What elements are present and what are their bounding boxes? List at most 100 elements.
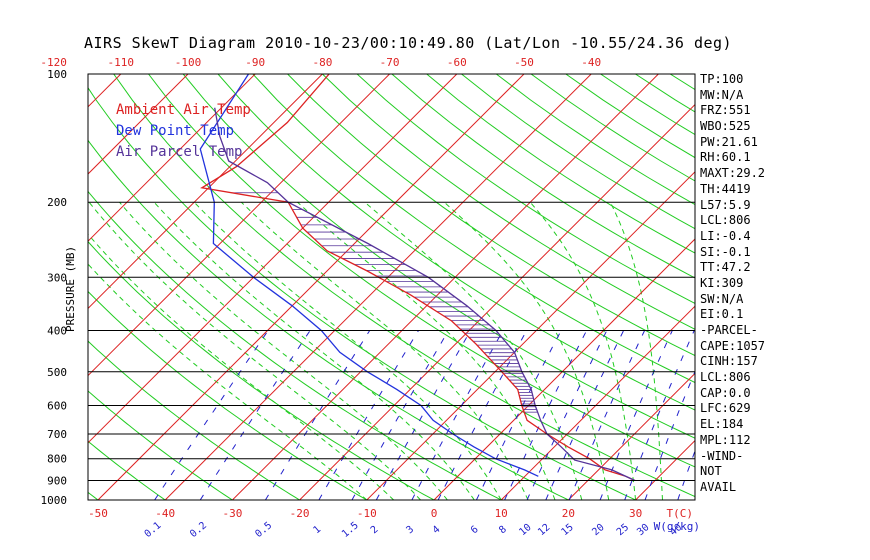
stat-item: EL:184 xyxy=(700,417,744,432)
isotherm xyxy=(88,74,189,175)
x-tick-label: -10 xyxy=(357,507,377,520)
stat-item: KI:309 xyxy=(700,275,744,290)
dry-adiabat xyxy=(88,290,368,500)
plot-frame xyxy=(87,73,696,501)
stat-item: -WIND- xyxy=(700,448,744,463)
stat-item: RH:60.1 xyxy=(700,150,751,165)
profile-line xyxy=(214,107,636,482)
x-top-tick-label: -60 xyxy=(447,56,467,69)
stat-item: SW:N/A xyxy=(700,291,744,306)
stat-item: LCL:806 xyxy=(700,370,751,385)
mixing-ratio-tick-label: 20 xyxy=(590,522,606,538)
mixing-ratio-tick-label: 25 xyxy=(615,522,631,538)
isotherm xyxy=(0,74,54,500)
dry-adiabat xyxy=(356,74,695,304)
stat-item: -PARCEL- xyxy=(700,323,758,337)
x-top-tick-label: -90 xyxy=(245,56,265,69)
stat-item: LFC:629 xyxy=(700,401,751,416)
x-tick-label: 30 xyxy=(629,507,642,520)
dry-adiabat xyxy=(88,390,233,500)
x-top-tick-label: -110 xyxy=(108,56,135,69)
mixing-ratio-line xyxy=(568,330,646,500)
profile-line xyxy=(199,74,539,477)
stat-item: CINH:157 xyxy=(700,354,758,369)
moist-adiabat xyxy=(529,201,637,500)
dry-adiabat xyxy=(113,74,695,498)
x-top-tick-label: -40 xyxy=(581,56,601,69)
y-axis-label: PRESSURE (MB) xyxy=(64,245,77,332)
stat-item: MPL:112 xyxy=(700,432,751,447)
mixing-ratio-line xyxy=(545,330,625,500)
isotherm xyxy=(88,74,458,444)
isotherm xyxy=(299,103,695,500)
x-top-tick-label: -70 xyxy=(380,56,400,69)
dry-adiabat xyxy=(322,74,695,330)
x-tick-label: -20 xyxy=(290,507,310,520)
isotherm xyxy=(88,74,323,310)
mixing-ratio-tick-label: 0.5 xyxy=(253,520,274,540)
isotherm xyxy=(500,305,695,500)
dry-adiabat xyxy=(182,74,695,439)
y-tick-label: 400 xyxy=(47,324,67,337)
y-tick-label: 500 xyxy=(47,366,67,379)
dry-adiabat xyxy=(88,340,300,500)
x-tick-label: -30 xyxy=(222,507,242,520)
y-tick-label: 800 xyxy=(47,453,67,466)
mixing-ratio-tick-label: 2 xyxy=(369,524,381,536)
mixing-ratio-axis-label: W(g/kg) xyxy=(654,520,700,533)
chart-title: AIRS SkewT Diagram 2010-10-23/00:10:49.8… xyxy=(84,34,733,52)
stat-item: WBO:525 xyxy=(700,119,751,134)
dry-adiabat xyxy=(426,74,695,254)
dry-adiabat xyxy=(148,74,695,468)
stat-item: TP:100 xyxy=(700,72,744,86)
stat-item: PW:21.61 xyxy=(700,134,758,149)
mixing-ratio-tick-label: 4 xyxy=(431,524,443,536)
stat-item: LI:-0.4 xyxy=(700,228,751,243)
isotherm xyxy=(88,74,256,242)
profile-line xyxy=(200,74,636,482)
dry-adiabat xyxy=(88,190,502,500)
stat-item: FRZ:551 xyxy=(700,103,751,118)
legend-entry: Dew Point Temp xyxy=(116,123,235,139)
dry-adiabat xyxy=(88,240,435,500)
stability-indices: TP:100 MW:N/A FRZ:551 WBO:525 PW:21.61 RH:60.… xyxy=(700,72,765,496)
x-tick-label: 20 xyxy=(562,507,575,520)
dry-adiabat xyxy=(495,74,695,206)
stat-item: AVAIL xyxy=(700,479,737,494)
isotherm xyxy=(164,74,592,500)
stat-item: LCL:806 xyxy=(700,213,751,228)
mixing-ratio-tick-label: 3 xyxy=(404,524,416,536)
mixing-ratio-line xyxy=(318,330,419,500)
stat-item: CAPE:1057 xyxy=(700,338,766,353)
dry-adiabat xyxy=(88,440,166,500)
moist-adiabat xyxy=(443,201,610,500)
y-tick-label: 600 xyxy=(47,399,67,412)
stat-item: TH:4419 xyxy=(700,181,751,196)
legend-entry: Ambient Air Temp xyxy=(116,102,251,118)
isotherm xyxy=(88,74,390,377)
moist-adiabat xyxy=(88,201,421,500)
mixing-ratio-tick-label: 0.2 xyxy=(188,520,209,540)
y-tick-label: 700 xyxy=(47,428,67,441)
mixing-ratio-tick-label: 10 xyxy=(517,522,533,538)
isotherm xyxy=(97,74,525,500)
x-tick-label: -50 xyxy=(88,507,108,520)
dry-adiabat xyxy=(461,74,695,230)
stat-item: MAXT:29.2 xyxy=(700,166,766,181)
mixing-ratio-tick-label: 15 xyxy=(559,522,575,538)
dry-adiabat xyxy=(217,74,695,411)
mixing-ratio-tick-label: 0.1 xyxy=(143,520,164,540)
y-tick-label: 1000 xyxy=(41,494,68,507)
mixing-ratio-tick-label: 12 xyxy=(536,522,552,538)
mixing-ratio-tick-label: 6 xyxy=(469,524,481,536)
stat-item: EI:0.1 xyxy=(700,307,744,322)
x-tick-label: -40 xyxy=(155,507,175,520)
mixing-ratio-line xyxy=(411,330,504,500)
y-tick-label: 200 xyxy=(47,196,67,209)
stat-item: MW:N/A xyxy=(700,87,744,102)
stat-item: SI:-0.1 xyxy=(700,244,751,259)
stat-item: TT:47.2 xyxy=(700,260,751,275)
x-top-tick-label: -50 xyxy=(514,56,534,69)
isotherm xyxy=(433,238,695,500)
